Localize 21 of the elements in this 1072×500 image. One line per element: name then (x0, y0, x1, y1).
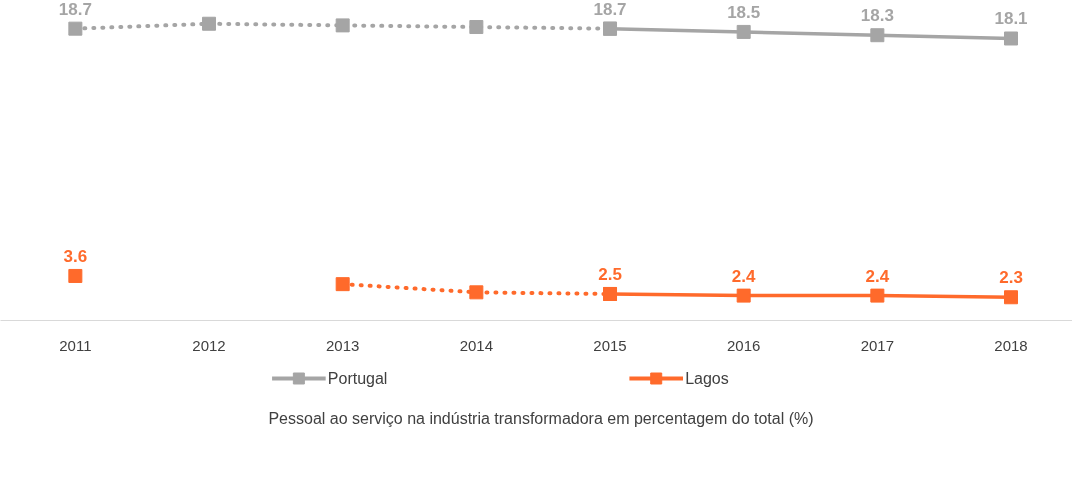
data-label: 18.7 (593, 0, 627, 19)
legend-label: Portugal (327, 370, 388, 387)
data-label: 3.6 (63, 246, 88, 266)
x-tick-label: 2018 (994, 336, 1028, 354)
text: Pessoal ao serviço na indústria transformadora em percentagem do total (%) (268, 409, 814, 429)
x-tick-label: 2015 (593, 336, 627, 354)
data-label: 18.5 (727, 2, 761, 22)
data-label: 18.3 (860, 6, 894, 26)
data-label: 2.4 (865, 266, 890, 286)
x-tick-label: 2013 (326, 336, 360, 354)
data-label: 18.1 (994, 9, 1028, 29)
data-label: 18.7 (58, 0, 92, 19)
data-label: 2.5 (598, 264, 622, 284)
data-label: 2.3 (999, 268, 1023, 288)
x-tick-label: 2017 (860, 336, 895, 354)
x-tick-label: 2016 (727, 336, 761, 354)
x-tick-label: 2012 (192, 336, 226, 354)
data-label: 2.4 (731, 266, 757, 286)
legend-label: Lagos (685, 370, 729, 387)
x-tick-label: 2014 (459, 336, 494, 354)
x-tick-label: 2011 (59, 336, 92, 354)
